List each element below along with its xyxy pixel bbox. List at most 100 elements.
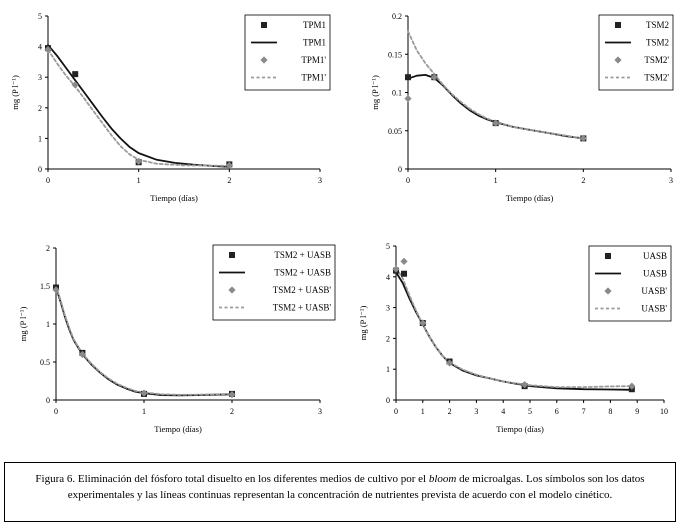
caption-prefix: Figura 6. Eliminación del fósforo total … [35,473,429,485]
x-axis-label: Tiempo (días) [150,193,198,203]
x-axis-label: Tiempo (días) [154,424,202,434]
series-marker-square [45,45,233,168]
data-point-diamond [140,389,148,397]
legend-label: UASB' [641,286,667,296]
legend-label: UASB [643,269,667,279]
data-point-diamond [44,46,52,54]
legend-label: TSM2 + UASB [274,268,331,278]
chart-panel-3: 0 0.5 1 1.5 2 0 1 2 3 Tiempo (días) mg (P l⁻¹) TSM2… [18,244,336,434]
y-tick-label: 0.5 [40,358,50,367]
legend-label: UASB' [641,304,667,314]
caption-suffix: de microalgas. Los símbolos son los dato… [67,473,645,501]
series-solid-line [407,74,585,140]
x-tick-label: 3 [318,407,322,416]
legend-swatch-marker [261,22,267,28]
figure-panels: 0 1 2 3 4 5 0 1 2 3 Tiempo (días) mg (P l⁻¹) TPM1 TPM… [10,12,674,434]
x-tick-label: 3 [318,176,322,185]
data-point-diamond [135,157,143,165]
legend-label: TSM2' [644,55,669,65]
y-tick-label: 0.05 [388,127,402,136]
x-tick-label: 1 [142,407,146,416]
y-tick-label: 0 [386,396,390,405]
series-solid-line [47,44,231,168]
y-tick-label: 2 [46,244,50,253]
y-axis-label: mg (P l⁻¹) [18,307,28,342]
y-axis-label: mg (P l⁻¹) [358,306,368,341]
y-tick-label: 0 [398,165,402,174]
legend-label: TPM1' [301,55,326,65]
chart-panel-4: 0 1 2 3 4 5 0 1 2 3 4 5 6 7 8 9 10 Tiempo (días) mg (P l⁻¹… [358,242,672,434]
series-dashed-line [407,30,585,140]
model-curve-solid [55,286,233,397]
y-tick-label: 2 [38,104,42,113]
x-tick-label: 1 [421,407,425,416]
model-curve-dashed [55,285,233,396]
model-curve-dashed [47,48,231,167]
legend-label: UASB [643,251,667,261]
series-dashed-line [47,48,231,167]
legend-swatch-marker [614,56,622,64]
data-point-diamond [400,257,408,265]
x-tick-label: 2 [227,176,231,185]
data-point-diamond [430,73,438,81]
series-marker-diamond [52,286,236,399]
legend-swatch-marker [604,287,612,295]
y-tick-label: 4 [386,273,390,282]
legend-swatch-marker [228,286,236,294]
x-tick-label: 4 [501,407,505,416]
x-tick-label: 5 [528,407,532,416]
legend-label: TPM1 [303,20,326,30]
x-tick-label: 3 [669,176,673,185]
y-tick-label: 0 [38,165,42,174]
legend-label: TSM2 [646,38,669,48]
figure-caption-box: Figura 6. Eliminación del fósforo total … [4,462,676,522]
y-tick-label: 5 [386,242,390,251]
data-point-diamond [225,161,233,169]
x-tick-label: 2 [448,407,452,416]
data-point-diamond [521,381,529,389]
legend: TSM2 + UASB TSM2 + UASB TSM2 + UASB' TSM2 +… [212,244,336,321]
x-tick-label: 1 [137,176,141,185]
data-point-diamond [71,81,79,89]
series-dashed-line [55,285,233,396]
model-curve-solid [407,74,585,140]
x-tick-label: 0 [394,407,398,416]
y-axis-label: mg (P l⁻¹) [10,75,20,110]
data-point-diamond [404,95,412,103]
x-tick-label: 0 [46,176,50,185]
data-point-diamond [52,286,60,294]
x-axis-label: Tiempo (días) [496,424,544,434]
data-point-diamond [579,134,587,142]
legend-label: TPM1' [301,73,326,83]
x-tick-label: 8 [608,407,612,416]
x-tick-label: 6 [555,407,559,416]
data-point-square [405,74,411,81]
y-tick-label: 2 [386,334,390,343]
x-tick-label: 2 [230,407,234,416]
legend-swatch-marker [605,253,611,259]
y-axis-label: mg (P l⁻¹) [370,75,380,110]
y-tick-label: 0.2 [392,12,402,21]
data-point-diamond [419,319,427,327]
x-tick-label: 0 [54,407,58,416]
data-point-square [72,71,79,78]
y-tick-label: 0.1 [392,89,402,98]
data-point-diamond [228,391,236,399]
chart-panel-2: 0 0.05 0.1 0.15 0.2 0 1 2 3 Tiempo (días) mg (P l⁻… [370,12,674,203]
series-marker-diamond [392,257,636,390]
figure-caption: Figura 6. Eliminación del fósforo total … [15,472,665,503]
data-point-diamond [446,359,454,367]
y-tick-label: 3 [38,73,42,82]
x-tick-label: 0 [406,176,410,185]
y-tick-label: 0 [46,396,50,405]
legend-label: TPM1 [303,38,326,48]
data-point-diamond [78,350,86,358]
x-tick-label: 7 [582,407,586,416]
x-axis-label: Tiempo (días) [506,193,554,203]
x-tick-label: 9 [635,407,639,416]
legend-label: TSM2' [644,73,669,83]
legend-swatch-marker [260,56,268,64]
legend-label: TSM2 + UASB [274,250,331,260]
series-dashed-line [395,266,633,389]
